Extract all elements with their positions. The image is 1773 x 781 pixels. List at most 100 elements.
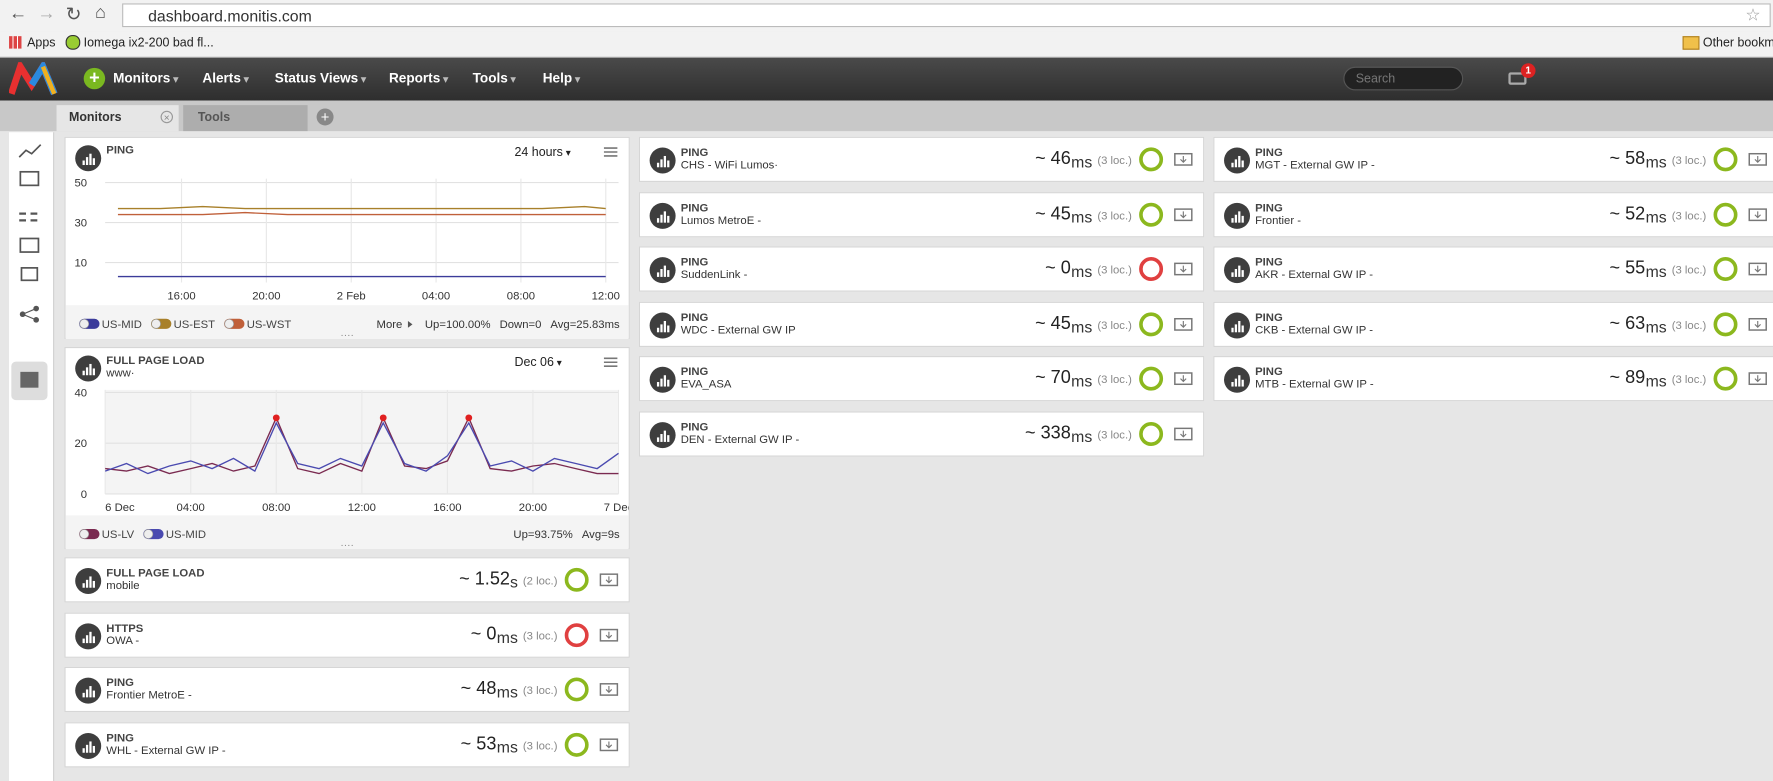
save-icon[interactable] — [1748, 316, 1768, 332]
range-select[interactable]: 24 hours ▾ — [514, 145, 571, 160]
add-tab[interactable]: + — [316, 108, 334, 126]
menu-item[interactable]: Status Views ▾ — [274, 70, 367, 86]
value: ~ 45 — [1035, 204, 1071, 224]
menu-item[interactable]: Reports ▾ — [388, 70, 449, 86]
monitor-tile[interactable]: PING AKR - External GW IP - (3 loc.) ms ~ 55 — [1213, 246, 1773, 292]
save-icon[interactable] — [1748, 261, 1768, 277]
monitor-tile[interactable]: PING WHL - External GW IP - (3 loc.) ms ~ 53 — [64, 721, 630, 767]
x-tick-label: 20:00 — [519, 502, 547, 514]
monitor-type: PING — [1255, 366, 1283, 379]
save-icon[interactable] — [599, 736, 619, 752]
save-frame — [1748, 372, 1767, 386]
bookmark[interactable]: Iomega ix2-200 bad fl... — [83, 36, 214, 50]
save-icon[interactable] — [599, 682, 619, 698]
icon-bar — [656, 436, 660, 442]
monitor-tile[interactable]: PING SuddenLink - (3 loc.) ms ~ 0 — [638, 246, 1205, 292]
monitor-tile[interactable]: HTTPS OWA - (3 loc.) ms ~ 0 — [64, 612, 630, 658]
monitor-tile[interactable]: PING CKB - External GW IP - (3 loc.) ms ~ 63 — [1213, 301, 1773, 347]
save-icon[interactable] — [1748, 371, 1768, 387]
widget-menu[interactable] — [603, 147, 620, 158]
bookmark[interactable]: Other bookmar — [1702, 36, 1773, 50]
monitor-tile[interactable]: PING WDC - External GW IP (3 loc.) ms ~ 45 — [638, 301, 1205, 347]
unit: ms — [1071, 317, 1093, 336]
x-tick-label: 2 Feb — [337, 291, 366, 303]
more-arrow — [407, 320, 413, 328]
locations: (3 loc.) — [522, 630, 558, 643]
value: ~ 63 — [1609, 313, 1646, 333]
monitor-tile[interactable]: PING Frontier MetroE - (3 loc.) ms ~ 48 — [64, 666, 630, 713]
menu-item[interactable]: Help ▾ — [542, 70, 581, 86]
menu-item[interactable]: Monitors ▾ — [113, 70, 179, 86]
save-arrow — [1180, 210, 1187, 218]
icon-bar — [89, 740, 92, 753]
forward-button[interactable]: → — [37, 4, 56, 24]
icon-share[interactable] — [22, 308, 37, 321]
legend-knob — [224, 318, 235, 329]
monitor-tile[interactable]: PING MGT - External GW IP - (3 loc.) ms ~ 58 — [1213, 136, 1773, 182]
widget-menu[interactable] — [603, 357, 620, 368]
icon-calendar[interactable] — [19, 170, 40, 187]
monitor-tile[interactable]: PING MTB - External GW IP - (3 loc.) ms ~ 89 — [1213, 356, 1773, 402]
save-icon[interactable] — [1174, 426, 1194, 442]
unit: ms — [1071, 152, 1093, 171]
notifications-icon[interactable] — [1508, 72, 1527, 85]
icon-bar — [82, 638, 85, 643]
bookmark[interactable]: Apps — [27, 36, 56, 50]
save-frame — [1174, 317, 1193, 331]
unit: ms — [496, 627, 518, 646]
dropdown-arrow: ▾ — [553, 357, 562, 369]
save-frame — [1748, 317, 1767, 331]
save-arrow — [1180, 320, 1187, 328]
legend-knob — [143, 529, 154, 539]
monitor-tile[interactable]: PING Frontier - (3 loc.) ms ~ 52 — [1213, 191, 1773, 237]
address-bar[interactable]: dashboard.monitis.com ☆ — [122, 3, 1771, 28]
tab[interactable]: Tools — [183, 105, 308, 132]
icon-chart[interactable] — [18, 144, 42, 158]
icon-bar — [1231, 162, 1234, 168]
save-frame — [1748, 207, 1767, 221]
search-box[interactable]: Search — [1343, 66, 1464, 91]
status-circle — [1713, 311, 1738, 336]
save-icon[interactable] — [1174, 371, 1194, 387]
save-arrow — [1180, 375, 1187, 383]
icon-expand[interactable] — [20, 267, 39, 282]
monitor-tile[interactable]: FULL PAGE LOAD mobile (2 loc.) s ~ 1.52 — [64, 557, 630, 603]
save-icon[interactable] — [1174, 206, 1194, 222]
icon-bar — [92, 745, 95, 753]
monitor-icon — [1224, 311, 1251, 338]
save-icon[interactable] — [599, 572, 619, 588]
more-link[interactable]: More — [377, 319, 403, 331]
home-button[interactable]: ⌂ — [94, 3, 106, 23]
save-icon[interactable] — [1748, 151, 1768, 167]
icon-list[interactable] — [19, 212, 38, 222]
value: ~ 48 — [460, 679, 497, 699]
series-line — [104, 421, 619, 475]
monitor-tile[interactable]: PING Lumos MetroE - (3 loc.) ms ~ 45 — [638, 191, 1205, 237]
locations: (3 loc.) — [1671, 209, 1707, 223]
save-frame — [599, 683, 619, 696]
logo[interactable] — [9, 62, 66, 96]
save-arrow — [1754, 320, 1761, 328]
monitor-tile[interactable]: PING CHS - WiFi Lumos· (3 loc.) ms ~ 46 — [638, 136, 1205, 182]
back-button[interactable]: ← — [9, 4, 28, 24]
add-button[interactable]: + — [83, 67, 106, 90]
save-icon[interactable] — [1174, 261, 1194, 277]
save-icon[interactable] — [1748, 206, 1768, 222]
star-icon[interactable]: ☆ — [1745, 5, 1761, 25]
monitor-tile[interactable]: PING DEN - External GW IP - (3 loc.) ms ~ 33… — [638, 410, 1205, 457]
legend-knob — [151, 318, 161, 329]
close-tab[interactable]: × — [160, 110, 174, 124]
reload-button[interactable]: ↻ — [65, 3, 82, 25]
menu-item[interactable]: Alerts ▾ — [202, 70, 249, 86]
monitor-icon — [649, 202, 676, 229]
save-icon[interactable] — [599, 627, 619, 643]
save-icon[interactable] — [1174, 151, 1194, 167]
icon-print[interactable] — [20, 371, 39, 388]
icon-bar — [92, 580, 95, 588]
range-select[interactable]: Dec 06 ▾ — [514, 356, 562, 370]
monitor-tile[interactable]: PING EVA_ASA (3 loc.) ms ~ 70 — [638, 356, 1205, 402]
save-icon[interactable] — [1174, 316, 1194, 332]
tab[interactable]: Monitors × — [56, 105, 179, 132]
menu-item[interactable]: Tools ▾ — [472, 70, 516, 86]
icon-save[interactable] — [19, 237, 40, 253]
